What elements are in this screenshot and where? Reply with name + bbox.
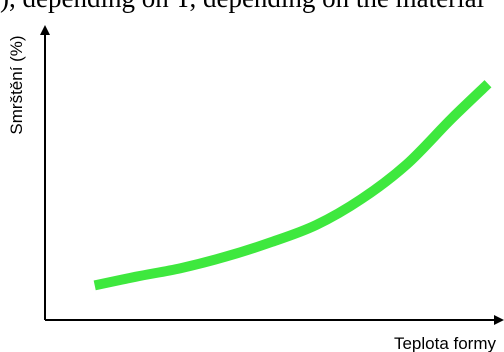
- series-line-0: [93, 80, 492, 291]
- y-axis-label: Smrštění (%): [7, 35, 26, 134]
- series-layer: [93, 80, 492, 291]
- cropped-top-text: ), depending on T, depending on the mate…: [0, 0, 504, 14]
- axes: [40, 25, 504, 325]
- x-axis-arrowhead: [494, 315, 504, 325]
- x-axis-label: Teplota formy: [394, 334, 497, 352]
- y-axis-arrowhead: [40, 25, 50, 35]
